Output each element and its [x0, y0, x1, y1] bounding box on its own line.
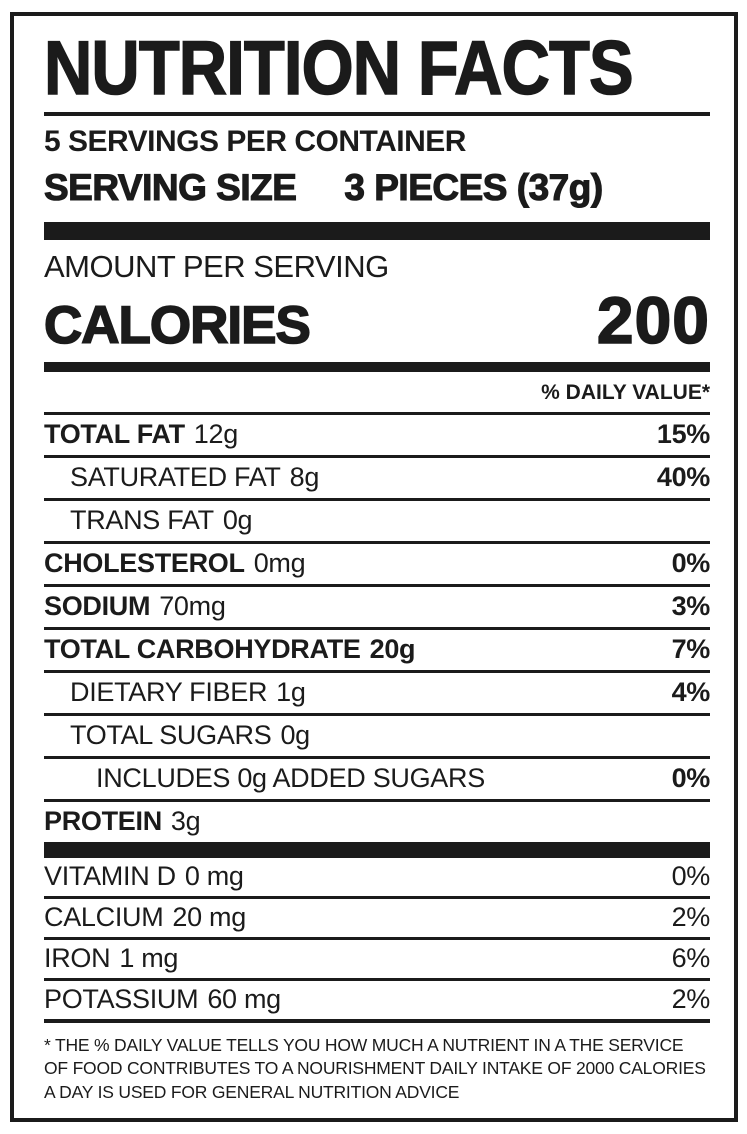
nutrient-amount: 0 mg: [184, 861, 244, 892]
divider: [44, 936, 710, 940]
nutrient-row-saturated-fat: SATURATED FAT 8g 40%: [44, 458, 710, 498]
nutrient-amount: 20 mg: [172, 902, 246, 933]
nutrient-amount: 70mg: [159, 591, 226, 622]
nutrient-name: SODIUM: [44, 591, 151, 622]
daily-value: 0%: [671, 548, 711, 579]
nutrient-name: IRON: [44, 943, 111, 974]
nutrient-amount: 20g: [369, 634, 416, 665]
nutrient-name: TRANS FAT: [70, 505, 214, 536]
divider: [44, 411, 710, 415]
daily-value-header: % DAILY VALUE*: [541, 380, 710, 404]
calories-label: CALORIES: [43, 295, 311, 355]
daily-value: 6%: [671, 943, 711, 974]
nutrient-row-protein: PROTEIN 3g: [44, 802, 710, 842]
serving-size-label: SERVING SIZE: [43, 166, 297, 208]
nutrient-name: CALCIUM: [44, 902, 164, 933]
calories-value: 200: [596, 282, 710, 357]
daily-value: 3%: [671, 591, 711, 622]
nutrient-name: DIETARY FIBER: [70, 677, 268, 708]
serving-size-row: SERVING SIZE 3 PIECES (37g): [43, 166, 710, 209]
daily-value: 15%: [656, 419, 710, 450]
nutrient-row-sodium: SODIUM 70mg 3%: [44, 587, 710, 627]
nutrient-row-calcium: CALCIUM 20 mg 2%: [44, 899, 710, 937]
divider: [44, 497, 710, 501]
divider: [44, 977, 710, 981]
nutrient-row-vitamin-d: VITAMIN D 0 mg 0%: [44, 858, 710, 896]
section-bar-medium: [44, 361, 710, 372]
divider: [44, 755, 710, 759]
nutrient-row-trans-fat: TRANS FAT 0g: [44, 501, 710, 541]
nutrient-row-added-sugars: INCLUDES 0g ADDED SUGARS 0%: [44, 759, 710, 799]
divider: [44, 626, 710, 630]
nutrient-amount: 0mg: [253, 548, 306, 579]
title-divider: [44, 111, 710, 116]
nutrient-name: POTASSIUM: [44, 984, 199, 1015]
nutrient-name: SATURATED FAT: [70, 462, 281, 493]
serving-size-value: 3 PIECES (37g): [344, 166, 604, 208]
nutrient-amount: 60 mg: [207, 984, 281, 1015]
nutrient-row-total-sugars: TOTAL SUGARS 0g: [44, 716, 710, 756]
divider: [44, 669, 710, 673]
section-bar-thick: [44, 841, 710, 858]
nutrient-amount: 3g: [170, 806, 201, 837]
daily-value: 4%: [671, 677, 711, 708]
nutrient-amount: 1 mg: [119, 943, 179, 974]
nutrient-amount: 0g: [280, 720, 310, 751]
nutrient-name: PROTEIN: [44, 806, 162, 837]
nutrient-name: TOTAL FAT: [44, 419, 185, 450]
divider: [44, 454, 710, 458]
label-title: NUTRITION FACTS: [43, 26, 634, 111]
nutrient-name: INCLUDES 0g ADDED SUGARS: [96, 763, 485, 794]
daily-value: 2%: [671, 902, 711, 933]
nutrient-name: CHOLESTEROL: [44, 548, 245, 579]
nutrient-name: VITAMIN D: [44, 861, 176, 892]
nutrition-facts-label: NUTRITION FACTS 5 SERVINGS PER CONTAINER…: [10, 12, 738, 1122]
daily-value: 7%: [671, 634, 711, 665]
divider: [44, 895, 710, 899]
servings-per-container: 5 SERVINGS PER CONTAINER: [44, 124, 466, 158]
divider: [44, 798, 710, 802]
nutrient-name: TOTAL CARBOHYDRATE: [44, 634, 361, 665]
nutrient-row-cholesterol: CHOLESTEROL 0mg 0%: [44, 544, 710, 584]
daily-value: 0%: [671, 861, 711, 892]
nutrient-row-total-fat: TOTAL FAT 12g 15%: [44, 415, 710, 455]
nutrient-amount: 1g: [276, 677, 306, 708]
nutrient-row-total-carbohydrate: TOTAL CARBOHYDRATE 20g 7%: [44, 630, 710, 670]
divider: [44, 540, 710, 544]
section-bar-thick: [44, 221, 710, 240]
nutrient-amount: 8g: [289, 462, 320, 493]
nutrient-row-iron: IRON 1 mg 6%: [44, 940, 710, 978]
calories-row: CALORIES 200: [43, 282, 710, 357]
daily-value: 2%: [671, 984, 711, 1015]
nutrient-row-potassium: POTASSIUM 60 mg 2%: [44, 981, 710, 1019]
daily-value: 0%: [671, 763, 711, 794]
nutrient-row-dietary-fiber: DIETARY FIBER 1g 4%: [44, 673, 710, 713]
divider: [44, 583, 710, 587]
nutrient-amount: 0g: [222, 505, 253, 536]
daily-value-footnote: * THE % DAILY VALUE TELLS YOU HOW MUCH A…: [44, 1034, 706, 1102]
amount-per-serving: AMOUNT PER SERVING: [44, 248, 389, 284]
divider: [44, 1018, 710, 1023]
daily-value: 40%: [656, 462, 710, 493]
divider: [44, 712, 710, 716]
nutrient-amount: 12g: [193, 419, 238, 450]
nutrient-name: TOTAL SUGARS: [70, 720, 272, 751]
